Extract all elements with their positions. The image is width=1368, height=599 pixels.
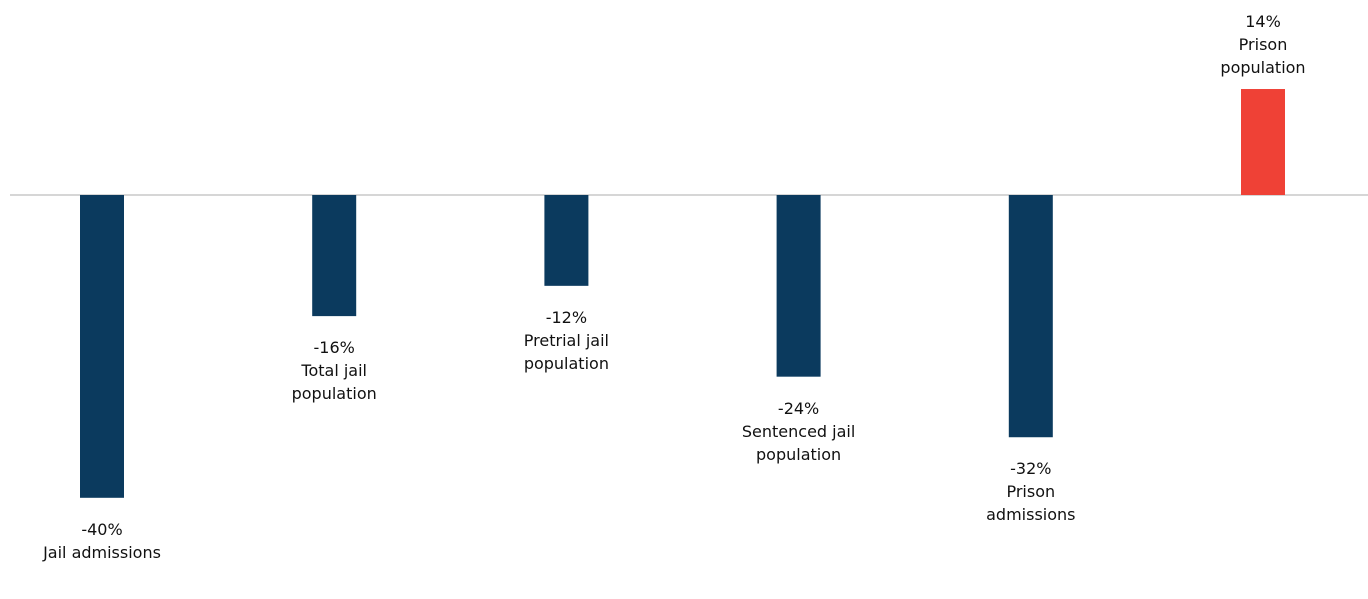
category-label: Total jail population bbox=[291, 361, 377, 404]
bar-label: -40% Jail admissions bbox=[27, 518, 177, 564]
category-label: Pretrial jail population bbox=[523, 330, 609, 373]
bar-label: -16% Total jail population bbox=[259, 336, 409, 405]
value-label: -16% bbox=[313, 338, 355, 358]
bar bbox=[80, 195, 124, 498]
value-label: -12% bbox=[545, 307, 588, 327]
value-label: 14% bbox=[1245, 12, 1281, 32]
category-label: Jail admissions bbox=[43, 542, 161, 562]
category-label: Sentenced jail population bbox=[741, 421, 856, 464]
bar bbox=[1008, 195, 1053, 438]
bar-label: -24% Sentenced jail population bbox=[724, 397, 874, 466]
bar bbox=[1241, 89, 1285, 195]
category-label: Prison population bbox=[1220, 35, 1306, 78]
bar bbox=[312, 195, 357, 317]
value-label: -24% bbox=[777, 398, 820, 418]
bar bbox=[776, 195, 821, 377]
bar-label: -32% Prison admissions bbox=[956, 457, 1106, 526]
category-label: Prison admissions bbox=[986, 482, 1076, 525]
bar-label: -12% Pretrial jail population bbox=[491, 306, 641, 375]
value-label: -32% bbox=[1010, 459, 1052, 479]
value-label: -40% bbox=[81, 519, 123, 539]
bar bbox=[544, 195, 589, 286]
bar-label: 14% Prison population bbox=[1188, 10, 1338, 79]
